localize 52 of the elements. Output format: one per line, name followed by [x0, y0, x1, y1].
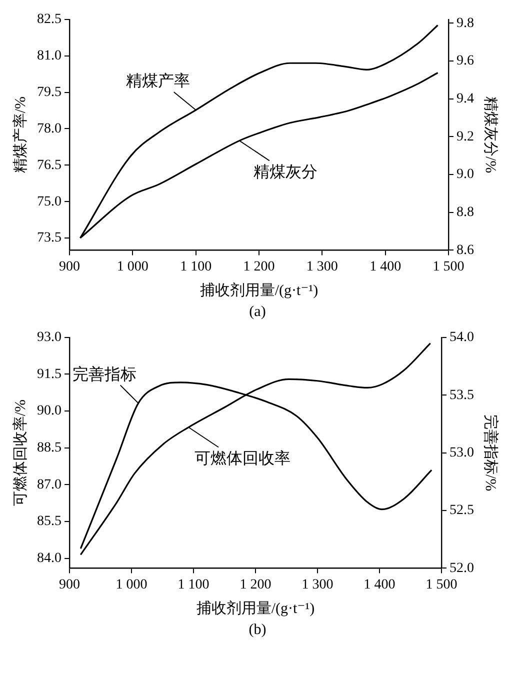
x-axis-title: 捕收剂用量/(g·t⁻¹): [196, 600, 315, 617]
y-tick-label: 82.5: [37, 12, 62, 28]
y-tick-label: 76.5: [37, 158, 62, 173]
x-axis-title: 捕收剂用量/(g·t⁻¹): [200, 282, 318, 299]
x-tick-label: 1 100: [178, 577, 210, 592]
y-axis-title: 可燃体回收率/%: [12, 399, 29, 506]
y-tick-label: 84.0: [37, 551, 62, 566]
y2-tick-label: 9.8: [456, 16, 474, 31]
x-tick-label: 1 100: [180, 259, 212, 274]
y-tick-label: 93.0: [37, 330, 62, 346]
y2-tick-label: 9.4: [456, 92, 474, 107]
x-tick-label: 1 200: [243, 259, 275, 274]
x-tick-label: 1 500: [426, 577, 458, 592]
x-tick-label: 1 400: [370, 259, 402, 274]
y-tick-label: 85.5: [37, 514, 62, 530]
y2-axis-title: 完善指标/%: [482, 414, 500, 492]
text: (b): [248, 622, 268, 640]
y2-tick-label: 54.0: [450, 330, 474, 346]
y-tick-label: 73.5: [37, 230, 62, 246]
x-tick-label: 1 200: [240, 577, 272, 592]
text: (a): [248, 304, 267, 322]
x-tick-label: 1 400: [364, 577, 396, 592]
y-axis-title: 精煤产率/%: [12, 96, 29, 174]
legend-label: 精煤灰分: [253, 162, 318, 181]
legend-label: 可燃体回收率: [194, 449, 291, 468]
y2-tick-label: 9.6: [456, 54, 474, 69]
y-tick-label: 81.0: [37, 48, 62, 64]
y2-tick-label: 53.5: [450, 388, 474, 403]
y-tick-label: 79.5: [37, 84, 62, 100]
y2-axis-title: 精煤灰分/%: [482, 96, 500, 174]
x-tick-label: 1 000: [116, 259, 148, 274]
y-tick-label: 90.0: [37, 404, 62, 419]
series-label: 完善指标: [72, 365, 136, 384]
y-tick-label: 78.0: [37, 121, 62, 136]
y-tick-label: 75.0: [37, 194, 62, 210]
y2-tick-label: 53.0: [450, 445, 474, 460]
x-tick-label: 900: [59, 577, 80, 592]
y2-tick-label: 52.5: [450, 503, 474, 518]
y2-tick-label: 9.0: [456, 167, 474, 182]
y2-tick-label: 52.0: [450, 560, 474, 576]
y2-tick-label: 8.8: [456, 205, 474, 220]
y2-tick-label: 8.6: [456, 242, 474, 258]
x-tick-label: 1 500: [432, 259, 464, 274]
y2-tick-label: 9.2: [456, 129, 474, 144]
x-tick-label: 1 300: [302, 577, 334, 592]
y-tick-label: 88.5: [37, 440, 62, 456]
x-tick-label: 900: [59, 259, 80, 274]
y-tick-label: 91.5: [37, 366, 62, 382]
y-tick-label: 87.0: [37, 477, 62, 492]
x-tick-label: 1 000: [116, 577, 148, 592]
series-label: 精煤产率: [126, 72, 190, 90]
x-tick-label: 1 300: [306, 259, 338, 274]
